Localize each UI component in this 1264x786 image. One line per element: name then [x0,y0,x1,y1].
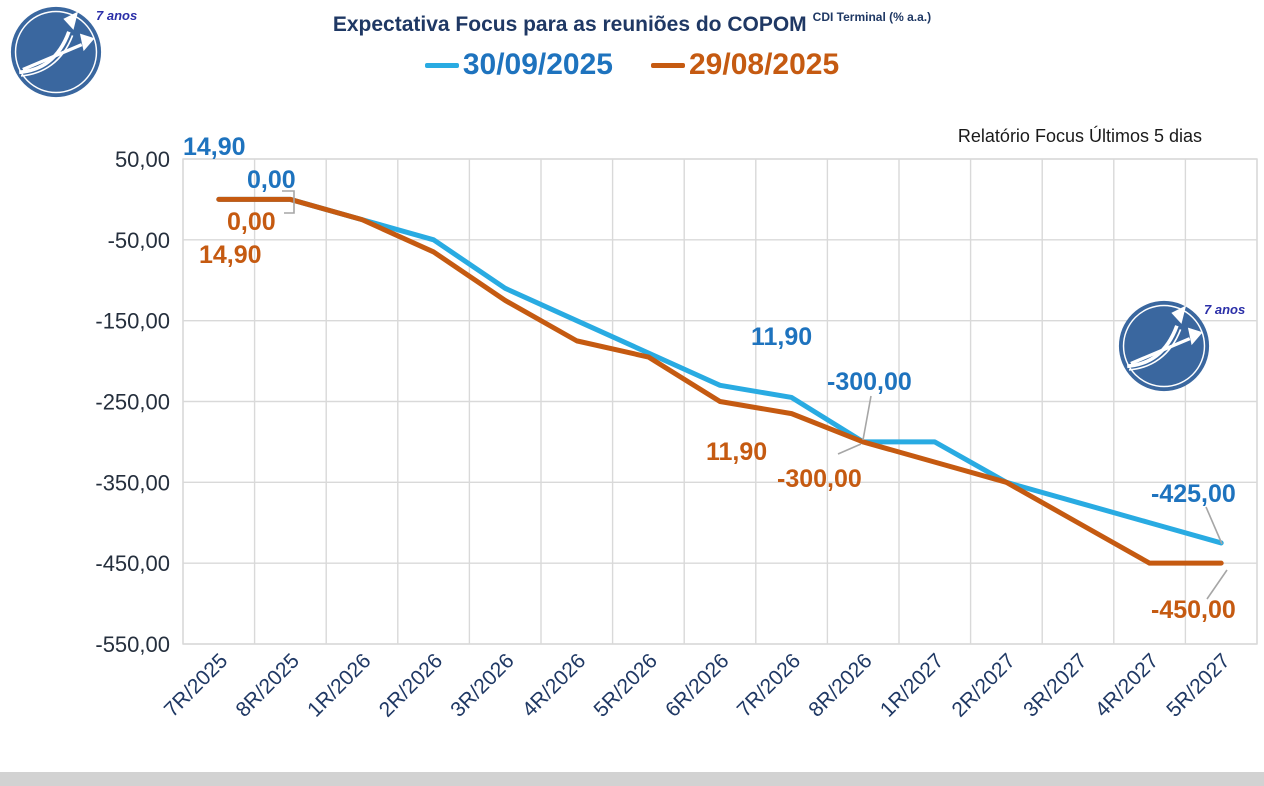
data-label: -300,00 [777,465,862,493]
x-axis-tick-label: 8R/2025 [232,649,304,721]
x-axis-tick-label: 7R/2025 [160,649,232,721]
logo-anniversary-badge: 7 anos [96,8,138,23]
x-axis-tick-label: 6R/2026 [661,649,733,721]
y-axis-tick-label: -350,00 [95,470,170,495]
y-axis-tick-label: 50,00 [115,147,170,172]
data-label: 14,90 [183,133,246,161]
x-axis-tick-label: 2R/2026 [375,649,447,721]
legend: 30/09/2025 29/08/2025 [0,48,1264,82]
legend-line-swatch [651,62,685,68]
legend-label: 29/08/2025 [689,48,840,81]
data-label: 0,00 [247,166,296,194]
company-logo: 7 anos [10,6,140,102]
trend-arrows-icon [10,6,102,98]
data-label: 11,90 [751,323,812,351]
company-logo-watermark: 7 anos [1118,300,1248,396]
chart-header: Expectativa Focus para as reuniões do CO… [0,10,1264,37]
x-axis-tick-label: 3R/2027 [1019,649,1091,721]
bottom-divider-strip [0,772,1264,786]
x-axis-tick-label: 5R/2026 [590,649,662,721]
data-label-leader-line [862,395,872,441]
x-axis-tick-label: 5R/2027 [1162,649,1234,721]
data-label: 14,90 [199,241,262,269]
y-axis-tick-label: -450,00 [95,551,170,576]
data-label: 11,90 [706,438,767,466]
trend-arrows-icon [1118,300,1210,392]
legend-item-30-09-2025: 30/09/2025 [424,48,613,82]
data-label-leader-line [1206,569,1228,600]
data-label: -300,00 [827,368,912,396]
x-axis-tick-label: 2R/2027 [948,649,1020,721]
page-title: Expectativa Focus para as reuniões do CO… [332,13,807,36]
logo-anniversary-badge: 7 anos [1204,302,1246,317]
data-label-leader-line [282,190,295,214]
legend-line-swatch [424,62,459,68]
x-axis-tick-label: 4R/2026 [518,649,590,721]
title-superscript: CDI Terminal (% a.a.) [812,10,932,24]
x-axis-tick-label: 1R/2026 [303,649,375,721]
data-label: -450,00 [1151,596,1236,624]
data-label: -425,00 [1151,480,1236,508]
series-line-30-09-2025 [216,196,1224,546]
x-axis-tick-label: 8R/2026 [804,649,876,721]
data-label-leader-line [837,443,862,455]
series-line-29-08-2025 [216,196,1224,566]
legend-label: 30/09/2025 [462,48,613,81]
x-axis-tick-label: 1R/2027 [876,649,948,721]
data-label: 0,00 [227,208,276,236]
focus-report-note: Relatório Focus Últimos 5 dias [957,126,1202,146]
y-axis-tick-label: -50,00 [108,228,170,253]
y-axis-tick-label: -250,00 [95,390,170,415]
y-axis-tick-label: -550,00 [95,632,170,657]
x-axis-tick-label: 3R/2026 [446,649,518,721]
y-axis-tick-label: -150,00 [95,309,170,334]
legend-item-29-08-2025: 29/08/2025 [651,48,839,82]
x-axis-tick-label: 7R/2026 [733,649,805,721]
data-label-leader-line [1205,506,1223,545]
x-axis-tick-label: 4R/2027 [1091,649,1163,721]
